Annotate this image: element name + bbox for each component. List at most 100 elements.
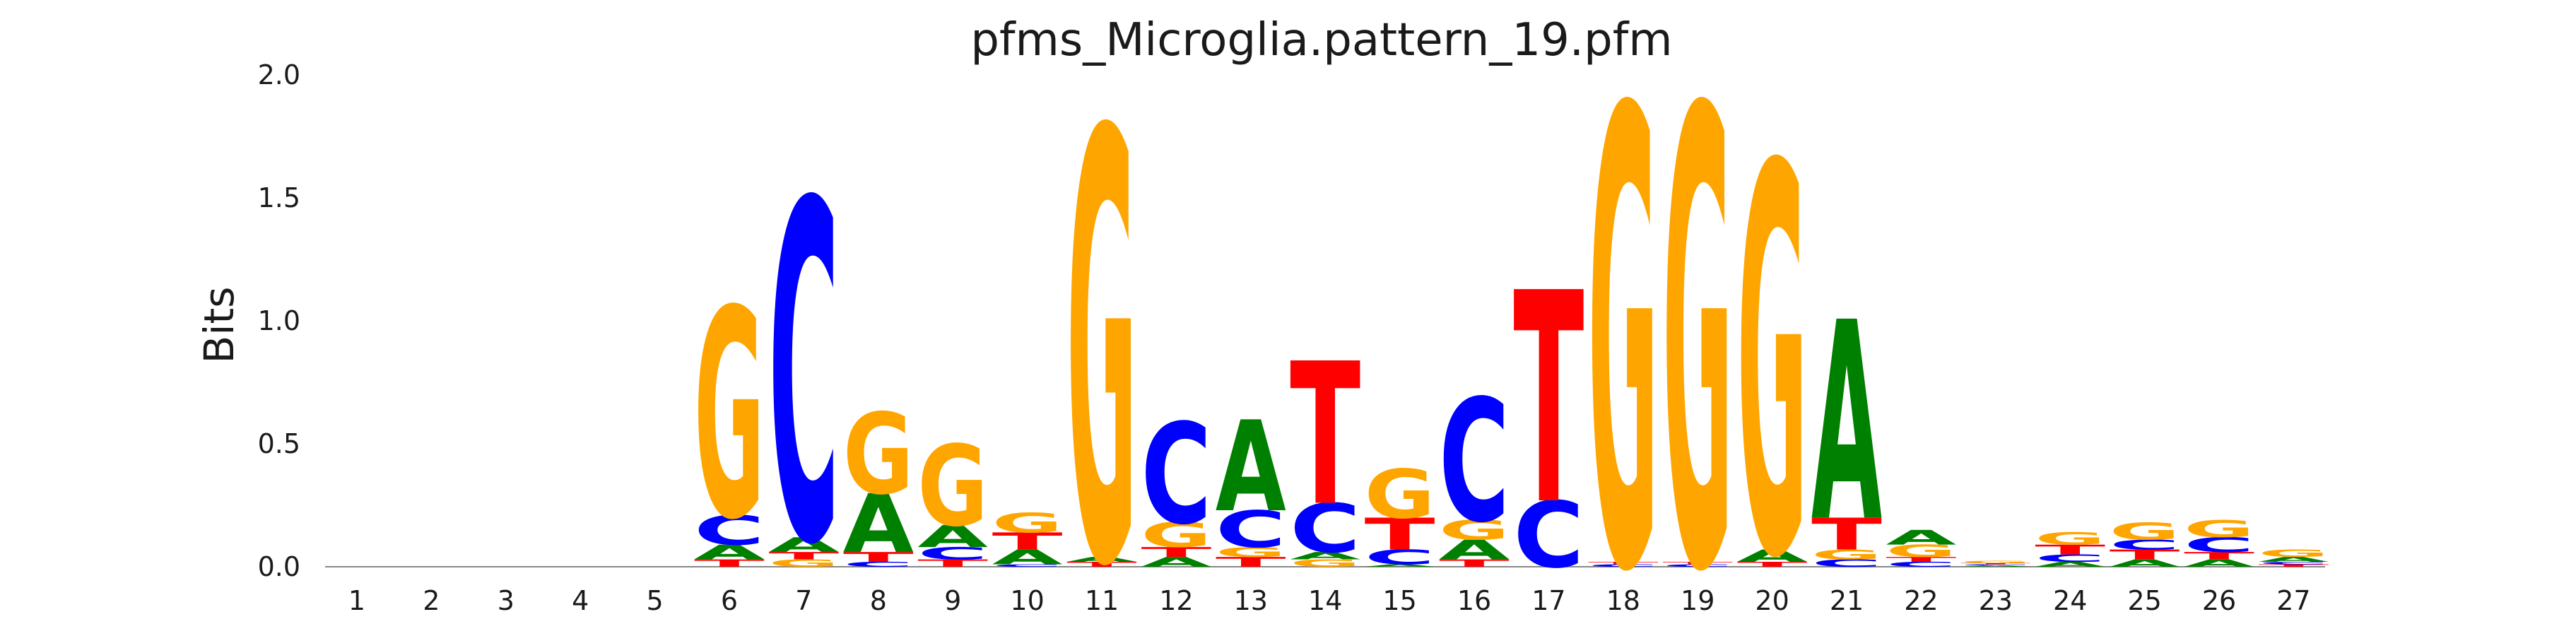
logo-letter-a: A (1737, 546, 1808, 566)
y-tick-label: 2.0 (258, 59, 300, 90)
logo-letter-a: A (917, 519, 989, 554)
logo-letter-c: C (694, 507, 765, 555)
logo-letter-t: T (1588, 561, 1659, 565)
logo-letter-g: G (1066, 10, 1137, 636)
x-tick-label: 1 (348, 585, 365, 616)
x-tick-label: 6 (721, 585, 738, 616)
logo-letter-c: C (1439, 364, 1510, 560)
logo-letter-c: C (1588, 564, 1659, 568)
logo-letter-g: G (1141, 516, 1211, 555)
logo-letter-c: C (2184, 534, 2254, 557)
logo-letter-t: T (1513, 231, 1584, 569)
logo-letter-a: A (1216, 396, 1286, 540)
logo-letter-t: T (2258, 564, 2329, 568)
y-axis: 0.0 0.5 1.0 1.5 2.0 (258, 59, 300, 582)
logo-letter-t: T (2184, 550, 2254, 562)
logo-letter-c: C (917, 544, 988, 564)
logo-letter-a: A (843, 477, 914, 571)
x-tick-label: 10 (1010, 585, 1044, 616)
x-tick-label: 20 (1755, 585, 1789, 616)
logo-letter-g: G (1439, 515, 1510, 546)
chart-title: pfms_Microglia.pattern_19.pfm (970, 14, 1672, 66)
logo-letter-a: A (1886, 526, 1956, 549)
logo-letter-a: A (992, 546, 1063, 569)
x-tick-label: 15 (1382, 585, 1416, 616)
logo-letter-a: A (1960, 565, 2031, 567)
y-tick-label: 1.5 (258, 182, 300, 213)
logo-letter-c: C (2258, 561, 2329, 565)
logo-letter-t: T (1216, 554, 1286, 570)
logo-letter-a: A (768, 534, 839, 557)
logo-letter-g: G (843, 390, 914, 519)
x-tick-label: 3 (498, 585, 514, 616)
x-tick-label: 19 (1681, 585, 1715, 616)
logo-letter-g: G (1290, 558, 1360, 569)
x-tick-label: 23 (1979, 585, 2013, 616)
logo-letter-a: A (1290, 550, 1360, 562)
logo-letter-t: T (1811, 509, 1882, 560)
x-tick-label: 13 (1234, 585, 1268, 616)
logo-letter-g: G (1662, 0, 1733, 636)
logo-letter-c: C (1216, 500, 1286, 559)
logo-letter-c: C (1513, 483, 1584, 589)
logo-letter-c: C (1886, 560, 1956, 568)
x-tick-label: 9 (944, 585, 961, 616)
logo-letter-g: G (2110, 518, 2180, 546)
logo-letter-g: G (2035, 529, 2105, 549)
x-tick-label: 18 (1606, 585, 1640, 616)
x-tick-label: 2 (423, 585, 440, 616)
logo-letter-a: A (2184, 558, 2254, 570)
logo-letter-g: G (2184, 516, 2254, 543)
logo-letter-c: C (843, 560, 914, 568)
logo-letter-t: T (1439, 558, 1510, 570)
logo-letter-g: G (1216, 544, 1286, 560)
logo-letter-t: T (1737, 560, 1808, 568)
logo-letter-g: G (2258, 548, 2329, 559)
logo-letter-g: G (1960, 560, 2031, 564)
logo-letter-t: T (1290, 323, 1360, 550)
x-tick-label: 5 (647, 585, 664, 616)
x-tick-label: 17 (1531, 585, 1565, 616)
x-tick-label: 12 (1159, 585, 1193, 616)
y-tick-label: 0.5 (258, 428, 300, 459)
logo-letter-g: G (1365, 454, 1435, 534)
x-tick-label: 16 (1457, 585, 1491, 616)
logo-letter-g: G (694, 249, 765, 583)
logo-letter-g: G (1886, 541, 1956, 561)
logo-letter-a: A (2110, 558, 2180, 570)
logo-letter-c: C (1290, 490, 1360, 568)
logo-letter-a: A (2258, 555, 2329, 563)
logo-letter-c: C (1811, 558, 1882, 570)
logo-letter-c: C (1662, 564, 1733, 568)
logo-letter-c: C (1141, 394, 1211, 555)
y-axis-label: Bits (195, 287, 243, 364)
logo-letter-a: A (1066, 555, 1137, 563)
logo-letter-g: G (1588, 0, 1659, 636)
logo-letter-a: A (694, 541, 765, 564)
logo-letter-g: G (992, 507, 1063, 538)
y-tick-label: 1.0 (258, 305, 300, 336)
logo-letter-c: C (2110, 537, 2180, 553)
logo-letter-g: G (1811, 547, 1882, 563)
logo-letter-t: T (1066, 560, 1137, 568)
x-tick-label: 14 (1308, 585, 1342, 616)
logo-letter-c: C (1365, 546, 1435, 569)
x-tick-label: 25 (2127, 585, 2161, 616)
logo-letter-t: T (1365, 509, 1435, 560)
logo-letter-t: T (1662, 561, 1733, 565)
logo-letter-a: A (1141, 554, 1211, 570)
logo-letter-a: A (1439, 535, 1510, 566)
logo-letter-g: G (917, 422, 988, 551)
x-tick-label: 21 (1830, 585, 1864, 616)
x-tick-label: 7 (795, 585, 812, 616)
logo-letter-t: T (1960, 563, 2031, 565)
logo-letter-t: T (694, 558, 765, 570)
logo-letter-g: G (768, 558, 839, 569)
logo-letter-c: C (1960, 564, 2031, 566)
x-axis: 1 2 3 4 5 6 7 8 9 10 11 12 13 14 15 16 17 18 19 20 21 22 23 24 2… (348, 585, 2311, 616)
logo-letter-a: A (1365, 564, 1435, 568)
x-tick-label: 24 (2053, 585, 2087, 616)
logo-letter-t: T (992, 528, 1063, 555)
